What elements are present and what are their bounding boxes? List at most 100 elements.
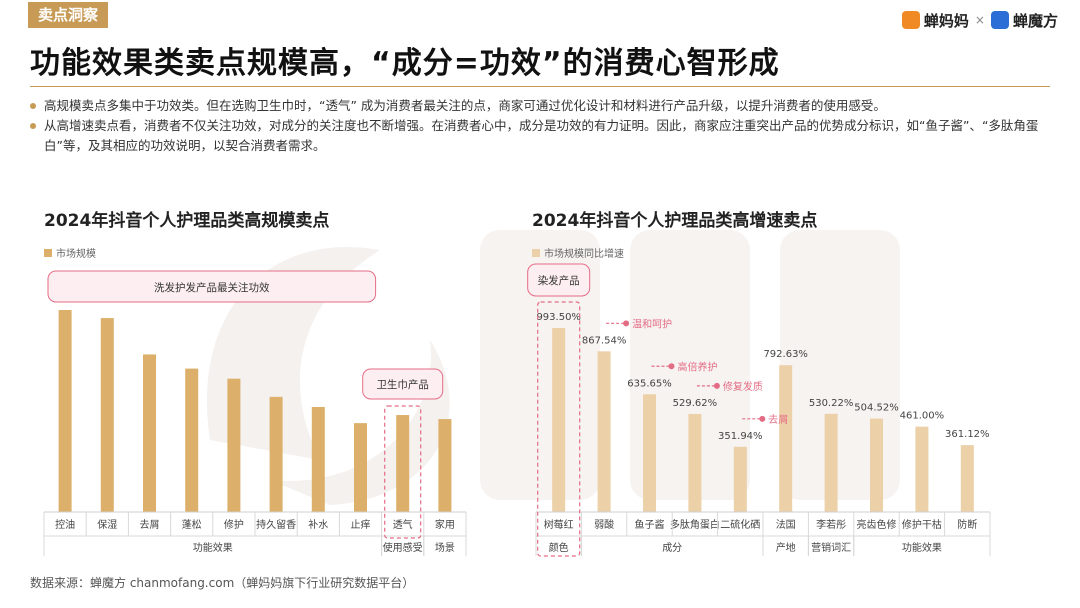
brand-logos: 蝉妈妈 × 蝉魔方 bbox=[901, 8, 1058, 32]
right-legend-label: 市场规模同比增速 bbox=[544, 249, 624, 260]
group-label: 产地 bbox=[776, 541, 796, 554]
annotation-text: 卫生巾产品 bbox=[376, 378, 429, 391]
bar-9 bbox=[396, 415, 410, 512]
callout-label: 去屑 bbox=[768, 414, 788, 426]
group-label: 成分 bbox=[662, 542, 682, 554]
category-label: 补水 bbox=[308, 518, 328, 531]
category-label: 弱酸 bbox=[594, 518, 614, 531]
bar-4 bbox=[185, 368, 199, 512]
left-legend-label: 市场规模 bbox=[56, 249, 96, 260]
group-label: 功能效果 bbox=[193, 541, 233, 554]
category-label: 透气 bbox=[393, 518, 413, 531]
insight-bullets: 高规模卖点多集中于功效类。但在选购卫生巾时，“透气” 成为消费者最关注的点，商家… bbox=[30, 96, 1040, 156]
category-label: 保湿 bbox=[97, 518, 117, 531]
left-chart-legend: 市场规模 bbox=[44, 245, 96, 260]
bar-5 bbox=[227, 378, 241, 512]
category-label: 修护 bbox=[224, 518, 244, 531]
value-label: 361.12% bbox=[945, 429, 990, 440]
bar-3 bbox=[143, 354, 156, 512]
bar-9 bbox=[915, 426, 929, 512]
bullet-item: 高规模卖点多集中于功效类。但在选购卫生巾时，“透气” 成为消费者最关注的点，商家… bbox=[30, 96, 1040, 116]
category-label: 止痒 bbox=[351, 518, 371, 531]
callout-dot-icon bbox=[759, 415, 766, 422]
value-label: 792.63% bbox=[763, 349, 808, 360]
bar-5 bbox=[733, 446, 747, 512]
callout-dot-icon bbox=[623, 320, 630, 327]
bar-1 bbox=[552, 328, 566, 512]
category-label: 修护干枯 bbox=[902, 518, 942, 531]
left-legend-swatch bbox=[44, 248, 52, 257]
callout-label: 高倍养护 bbox=[678, 360, 718, 373]
section-tag: 卖点洞察 bbox=[28, 2, 109, 28]
bar-4 bbox=[688, 413, 702, 512]
category-label: 多肽角蛋白 bbox=[670, 518, 720, 531]
annotation-box-haircare bbox=[47, 270, 377, 303]
highlight-dashed-box bbox=[537, 301, 581, 557]
callout-dot-icon bbox=[713, 382, 720, 389]
value-label: 504.52% bbox=[854, 403, 899, 414]
bar-7 bbox=[311, 406, 325, 512]
page-title: 功能效果类卖点规模高，“成分=功效”的消费心智形成 bbox=[30, 46, 780, 81]
bar-1 bbox=[58, 310, 72, 512]
callout-label: 修复发质 bbox=[723, 380, 763, 393]
callout-label: 温和呵护 bbox=[632, 317, 672, 330]
bar-3 bbox=[643, 394, 656, 512]
chanmama-logo-icon bbox=[901, 11, 920, 29]
chanmofang-logo-icon bbox=[990, 11, 1009, 29]
bullet-item: 从高增速卖点看，消费者不仅关注功效，对成分的关注度也不断增强。在消费者心中，成分… bbox=[30, 116, 1040, 156]
group-label: 功能效果 bbox=[902, 541, 942, 554]
value-label: 993.50% bbox=[536, 312, 581, 323]
logo-right-text: 蝉魔方 bbox=[1012, 11, 1058, 30]
logo-separator: × bbox=[974, 13, 985, 27]
highlight-dashed-box bbox=[384, 405, 422, 539]
bar-10 bbox=[960, 445, 974, 512]
group-label: 颜色 bbox=[549, 541, 569, 554]
value-label: 867.54% bbox=[582, 335, 627, 346]
value-label: 461.00% bbox=[900, 411, 945, 422]
group-label: 营销词汇 bbox=[811, 541, 851, 554]
right-chart-title: 2024年抖音个人护理品类高增速卖点 bbox=[532, 211, 818, 231]
bar-6 bbox=[269, 396, 283, 512]
value-label: 529.62% bbox=[673, 398, 718, 409]
category-label: 控油 bbox=[55, 518, 75, 531]
annotation-text: 染发产品 bbox=[538, 274, 580, 287]
bar-8 bbox=[354, 423, 367, 512]
bar-6 bbox=[779, 365, 793, 512]
logo-left-text: 蝉妈妈 bbox=[923, 11, 969, 30]
category-label: 鱼子酱 bbox=[635, 518, 665, 531]
value-label: 351.94% bbox=[718, 431, 763, 442]
annotation-box-pad bbox=[362, 368, 444, 400]
annotation-box-hairdye bbox=[527, 263, 591, 297]
value-label: 530.22% bbox=[809, 398, 854, 409]
bar-8 bbox=[870, 418, 883, 512]
right-legend-swatch bbox=[532, 248, 540, 257]
bullet-text: 高规模卖点多集中于功效类。但在选购卫生巾时，“透气” 成为消费者最关注的点，商家… bbox=[44, 98, 886, 113]
right-chart-legend: 市场规模同比增速 bbox=[532, 245, 624, 260]
group-label: 场景 bbox=[435, 541, 455, 554]
category-label: 亮齿色修 bbox=[857, 518, 897, 531]
annotation-text: 洗发护发产品最关注功效 bbox=[154, 281, 270, 294]
category-label: 家用 bbox=[435, 518, 455, 531]
title-divider bbox=[30, 86, 1050, 87]
category-label: 树莓红 bbox=[544, 518, 574, 531]
category-label: 法国 bbox=[776, 518, 796, 531]
value-label: 635.65% bbox=[627, 378, 672, 389]
category-label: 蓬松 bbox=[182, 518, 202, 531]
bar-10 bbox=[438, 419, 452, 512]
bar-2 bbox=[100, 318, 114, 512]
data-source-footer: 数据来源：蝉魔方 chanmofang.com（蝉妈妈旗下行业研究数据平台） bbox=[30, 576, 415, 590]
category-label: 持久留香 bbox=[256, 518, 296, 531]
bar-2 bbox=[597, 351, 611, 512]
group-label: 使用感受 bbox=[383, 541, 423, 554]
bullet-dot-icon bbox=[30, 123, 36, 129]
category-label: 李若彤 bbox=[816, 518, 846, 531]
callout-dot-icon bbox=[668, 363, 675, 370]
bullet-text: 从高增速卖点看，消费者不仅关注功效，对成分的关注度也不断增强。在消费者心中，成分… bbox=[44, 118, 1039, 153]
category-label: 防断 bbox=[957, 518, 977, 531]
category-label: 二硫化硒 bbox=[720, 518, 760, 531]
category-label: 去屑 bbox=[140, 519, 160, 531]
left-chart-title: 2024年抖音个人护理品类高规模卖点 bbox=[44, 211, 330, 231]
bullet-dot-icon bbox=[30, 103, 36, 109]
